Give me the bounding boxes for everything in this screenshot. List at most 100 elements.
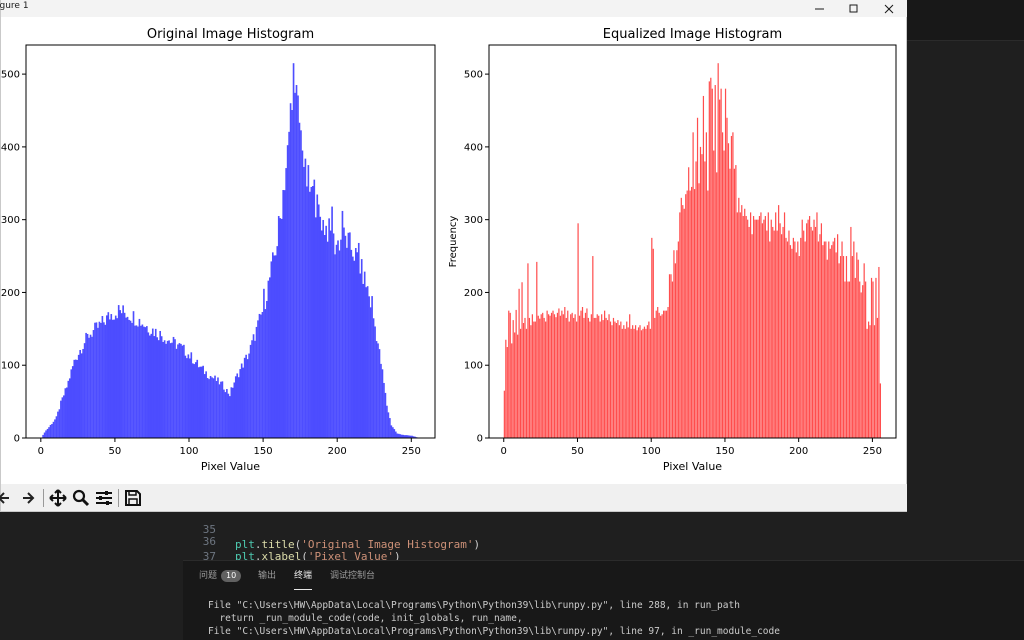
histogram-bar [775, 212, 776, 438]
histogram-bar [695, 161, 696, 438]
histogram-bar [82, 349, 84, 438]
histogram-bar [251, 340, 253, 438]
histogram-bar [838, 263, 839, 438]
histogram-bar [650, 329, 651, 438]
histogram-bar [713, 151, 714, 438]
histogram-bar [143, 327, 145, 438]
histogram-bar [198, 367, 200, 438]
histogram-bar [844, 282, 845, 438]
histogram-bar [532, 314, 533, 438]
histogram-bar [703, 96, 704, 438]
pan-button[interactable] [48, 488, 68, 508]
y-tick-label: 500 [464, 70, 483, 81]
histogram-bar [729, 169, 730, 438]
histogram-bar [787, 242, 788, 439]
configure-subplots-button[interactable] [94, 488, 114, 508]
histogram-bar [631, 329, 632, 438]
histogram-bar [694, 189, 695, 438]
y-tick-label: 500 [1, 70, 20, 81]
histogram-bar [233, 382, 235, 438]
histogram-bar [542, 313, 543, 438]
histogram-bar [740, 212, 741, 438]
histogram-bar [862, 285, 863, 438]
histogram-bar [831, 245, 832, 438]
tab-terminal[interactable]: 终端 [294, 569, 312, 589]
histogram-bar [259, 314, 261, 438]
y-tick-label: 200 [1, 288, 20, 299]
histogram-bar [96, 322, 98, 438]
histogram-bar [142, 325, 144, 438]
x-tick-label: 100 [642, 446, 661, 457]
histogram-bar [382, 369, 384, 438]
histogram-bar [514, 332, 515, 438]
histogram-bar [805, 242, 806, 439]
histogram-bar [303, 167, 305, 438]
histogram-bar [150, 334, 152, 438]
histogram-bar [313, 180, 315, 438]
tab-debug-console[interactable]: 调试控制台 [330, 569, 375, 589]
title-bar[interactable]: igure 1 [1, 0, 907, 17]
histogram-bar [333, 233, 335, 438]
histogram-bar [88, 338, 90, 438]
histogram-bar [276, 246, 278, 438]
histogram-bar [517, 335, 518, 438]
histogram-bar [579, 316, 580, 438]
histogram-bar [152, 329, 154, 438]
terminal-line: return _run_module_code(code, init_globa… [208, 612, 780, 625]
histogram-bar [766, 231, 767, 438]
tab-label: 输出 [258, 571, 276, 581]
histogram-bar [864, 263, 865, 438]
histogram-bar [268, 281, 270, 438]
histogram-bar [813, 220, 814, 438]
histogram-bar [545, 322, 546, 438]
histogram-bar [564, 307, 565, 438]
ide-tab-strip [907, 0, 1024, 41]
close-button[interactable] [873, 0, 905, 17]
histogram-bar [296, 85, 298, 438]
back-button[interactable] [0, 488, 15, 508]
histogram-bar [373, 318, 375, 438]
histogram-bar [582, 307, 583, 438]
histogram-bar [165, 344, 167, 438]
histogram-bar [656, 311, 657, 438]
histogram-bar [331, 207, 333, 438]
x-tick-label: 200 [789, 446, 808, 457]
histogram-bar [709, 81, 710, 438]
zoom-button[interactable] [71, 488, 91, 508]
histogram-bar [309, 192, 311, 438]
terminal-output[interactable]: File "C:\Users\HW\AppData\Local\Programs… [208, 599, 780, 638]
code-editor[interactable]: 35 plt.title('Original Image Histogram')… [183, 512, 1024, 560]
histogram-bar [750, 212, 751, 438]
histogram-bar [855, 278, 856, 438]
histogram-bar [308, 165, 310, 438]
code-line: 37 plt.ylabel('Frequency') [183, 534, 223, 549]
close-icon [884, 4, 894, 14]
navigation-toolbar [1, 484, 907, 511]
histogram-bar [195, 362, 197, 438]
chart-title: Original Image Histogram [147, 27, 314, 42]
histogram-bar [365, 287, 367, 438]
histogram-bar [368, 296, 370, 438]
histogram-bar [361, 259, 363, 438]
forward-button[interactable] [18, 488, 38, 508]
histogram-bar [749, 227, 750, 438]
histogram-bar [846, 256, 847, 438]
histogram-bar [790, 245, 791, 438]
save-button[interactable] [123, 488, 143, 508]
histogram-bar [815, 227, 816, 438]
tab-output[interactable]: 输出 [258, 569, 276, 589]
histogram-bar [645, 329, 646, 438]
histogram-bar [738, 198, 739, 438]
maximize-button[interactable] [838, 0, 870, 17]
histogram-bar [148, 332, 150, 438]
histogram-bar [370, 307, 372, 438]
histogram-bar [45, 430, 47, 438]
histogram-bar [220, 382, 222, 438]
minimize-button[interactable] [804, 0, 836, 17]
histogram-bar [782, 227, 783, 438]
histogram-bar [781, 234, 782, 438]
histogram-bar [760, 212, 761, 438]
histogram-bar [822, 245, 823, 438]
